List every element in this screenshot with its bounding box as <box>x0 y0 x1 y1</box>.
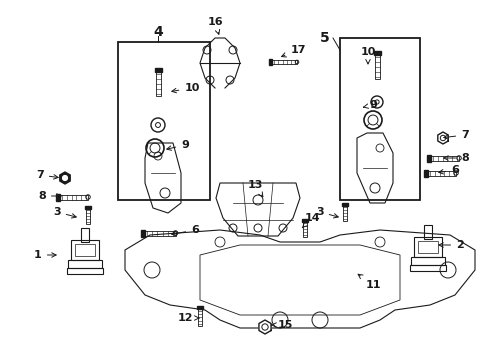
Bar <box>71 240 99 260</box>
Bar <box>424 170 428 176</box>
Bar <box>154 68 162 72</box>
Bar <box>424 225 432 239</box>
Bar <box>373 51 381 54</box>
Text: 9: 9 <box>364 100 377 110</box>
Bar <box>431 156 459 161</box>
Bar <box>85 206 91 209</box>
Bar <box>197 306 203 309</box>
Bar <box>302 219 308 222</box>
Bar <box>155 72 161 96</box>
Circle shape <box>63 176 68 180</box>
Bar <box>340 38 420 200</box>
Bar <box>118 42 210 200</box>
Polygon shape <box>60 172 70 184</box>
Bar <box>75 244 95 256</box>
Polygon shape <box>259 320 271 334</box>
Bar <box>269 59 272 65</box>
Text: 10: 10 <box>360 47 376 64</box>
Text: 15: 15 <box>271 320 293 330</box>
Bar <box>414 237 442 257</box>
Bar <box>411 257 445 265</box>
Bar <box>81 228 89 242</box>
Text: 14: 14 <box>302 213 320 228</box>
Bar <box>343 206 347 221</box>
Text: 5: 5 <box>320 31 330 45</box>
Polygon shape <box>438 132 448 144</box>
Bar <box>60 194 88 199</box>
Text: 4: 4 <box>153 25 163 39</box>
Bar <box>68 260 102 268</box>
Text: 9: 9 <box>167 140 189 150</box>
Text: 10: 10 <box>172 83 200 93</box>
Bar <box>86 209 90 224</box>
Bar <box>303 222 307 237</box>
Text: 3: 3 <box>316 207 338 218</box>
Bar <box>198 309 202 326</box>
Text: 12: 12 <box>177 313 199 323</box>
Text: 17: 17 <box>282 45 306 57</box>
Bar <box>141 230 145 237</box>
Bar <box>145 230 175 235</box>
Text: 7: 7 <box>444 130 469 140</box>
Bar <box>67 268 103 274</box>
Text: 8: 8 <box>38 191 61 201</box>
Bar <box>272 60 297 64</box>
Bar <box>427 154 431 162</box>
Bar <box>342 203 348 206</box>
Bar <box>56 194 60 201</box>
Text: 13: 13 <box>247 180 263 197</box>
Bar <box>418 241 438 253</box>
Bar <box>410 265 446 271</box>
Text: 2: 2 <box>439 240 464 250</box>
Text: 11: 11 <box>358 274 381 290</box>
Text: 6: 6 <box>172 225 199 236</box>
Text: 1: 1 <box>34 250 56 260</box>
Text: 7: 7 <box>36 170 58 180</box>
Text: 3: 3 <box>53 207 76 218</box>
Text: 8: 8 <box>444 153 469 163</box>
Text: 6: 6 <box>439 165 459 175</box>
Bar <box>374 54 379 79</box>
Text: 16: 16 <box>207 17 223 34</box>
Bar <box>428 171 456 175</box>
